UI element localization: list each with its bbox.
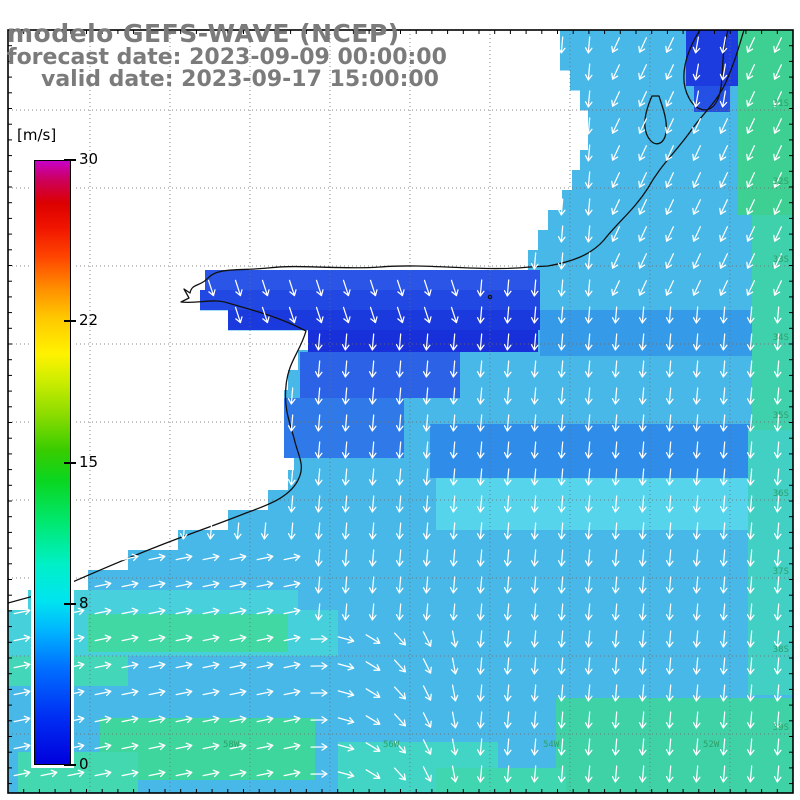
svg-text:58W: 58W: [223, 740, 240, 750]
svg-text:32S: 32S: [773, 177, 789, 187]
coastline: [8, 30, 745, 604]
svg-text:33S: 33S: [773, 255, 789, 265]
colorbar-tick-15: 15: [79, 452, 99, 471]
svg-text:36S: 36S: [773, 489, 789, 499]
forecast-date: forecast date: 2023-09-09 00:00:00: [7, 45, 447, 70]
colorbar-units-label: [m/s]: [17, 126, 57, 144]
colorbar-tickmark: [64, 461, 76, 464]
svg-text:39S: 39S: [773, 723, 789, 733]
title-block: modelo GEFS-WAVE (NCEP) forecast date: 2…: [7, 21, 447, 92]
colorbar-tickmark: [64, 602, 76, 605]
colorbar-tickmark: [64, 159, 76, 161]
svg-text:52W: 52W: [703, 740, 720, 750]
colorbar-tickmark: [64, 764, 76, 766]
svg-text:34S: 34S: [773, 333, 789, 343]
svg-text:38S: 38S: [773, 645, 789, 655]
coastline-island: [487, 294, 493, 300]
colorbar-tickmark: [64, 320, 76, 323]
colorbar-tick-8: 8: [79, 593, 89, 612]
svg-text:37S: 37S: [773, 567, 789, 577]
coastline-lagoon-patos: [683, 30, 729, 111]
svg-text:31S: 31S: [773, 99, 789, 109]
svg-text:54W: 54W: [543, 740, 560, 750]
colorbar-tick-22: 22: [79, 311, 99, 330]
axis-labels: 58W 56W 54W 52W 31S 32S 33S 34S 35S 36S 37S 38S 39S: [223, 99, 789, 750]
coastline-mainland: [8, 30, 745, 604]
plot-frame: [7, 29, 794, 794]
svg-text:56W: 56W: [383, 740, 400, 750]
valid-date: valid date: 2023-09-17 15:00:00: [41, 67, 439, 93]
svg-text:35S: 35S: [773, 411, 789, 421]
model-title: modelo GEFS-WAVE (NCEP): [7, 19, 400, 48]
colorbar-tick-0: 0: [79, 755, 89, 774]
colorbar-tick-30: 30: [79, 150, 99, 169]
wind-arrows: [13, 36, 783, 783]
